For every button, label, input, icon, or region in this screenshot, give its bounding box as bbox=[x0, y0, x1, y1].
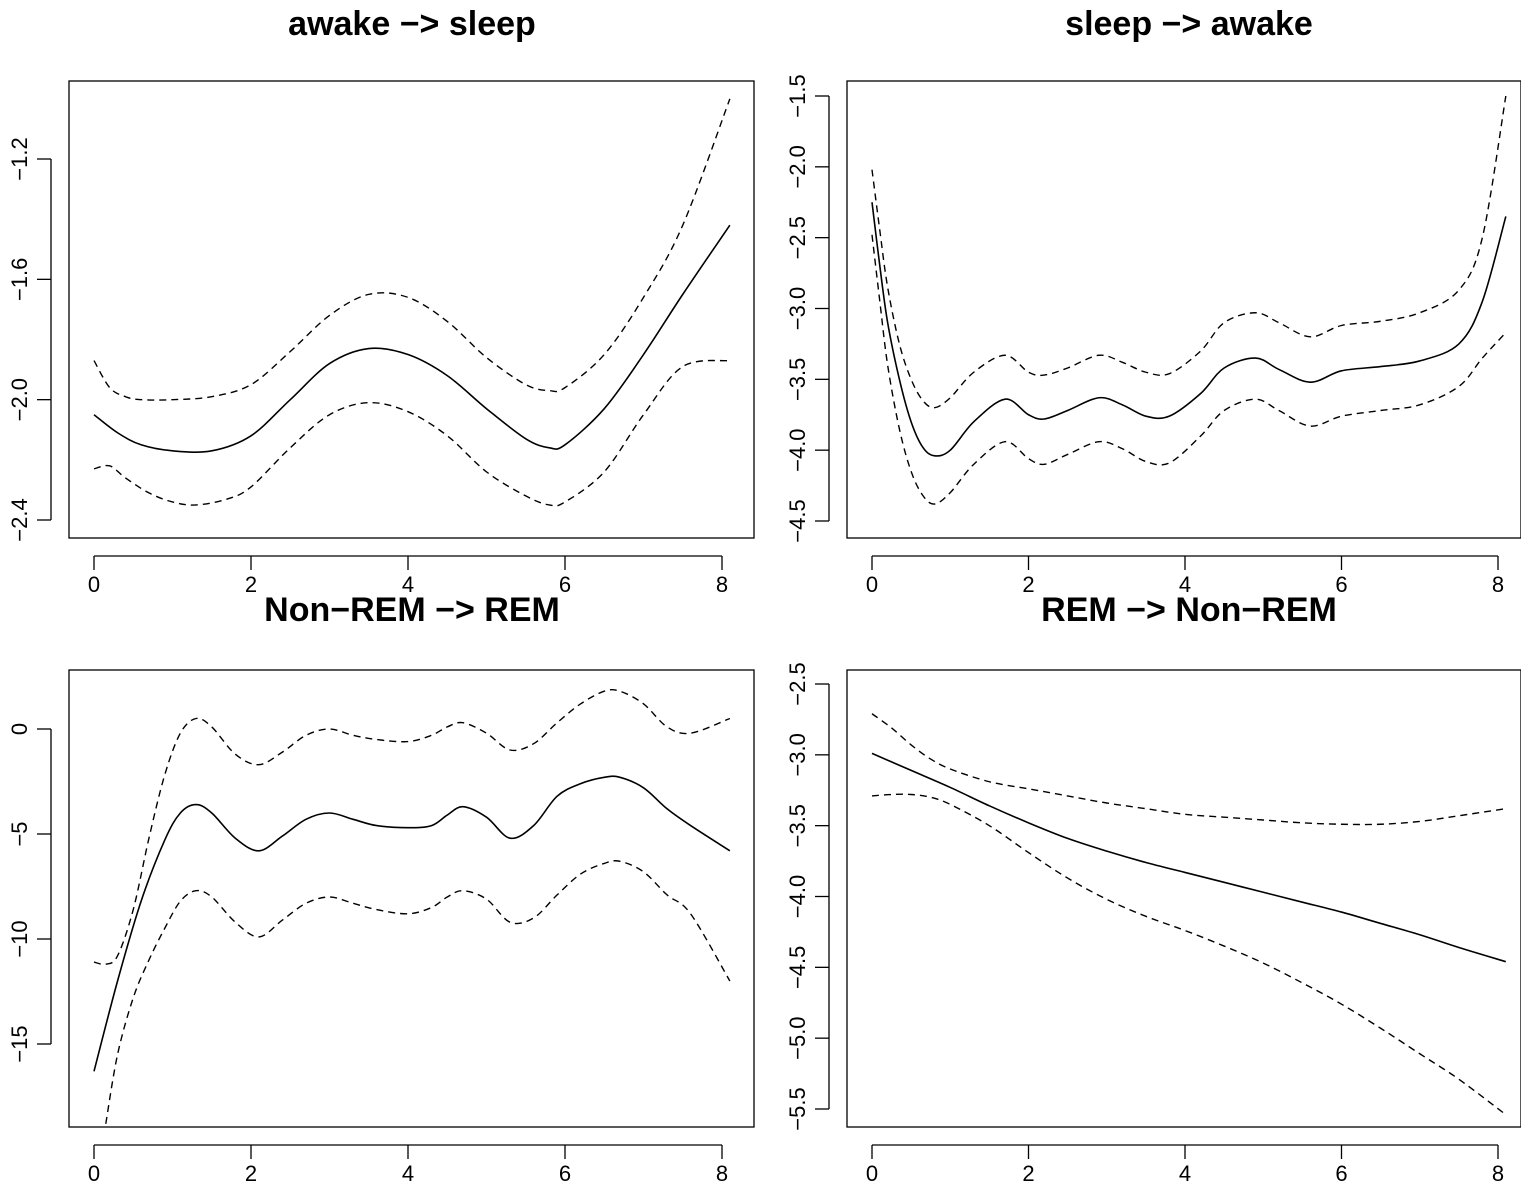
panel-sleep-awake: sleep −> awake 0 2 4 6 8 −4.5 −4.0 −3.5 −3.0 −2.5 −… bbox=[785, 5, 1521, 597]
x-tick-label: 6 bbox=[559, 1161, 571, 1182]
estimate-line bbox=[871, 202, 1507, 457]
lower-band-line bbox=[871, 234, 1507, 505]
y-tick-label: −4.5 bbox=[785, 499, 810, 542]
plot-frame bbox=[68, 669, 755, 1128]
x-tick-label: 4 bbox=[402, 1161, 414, 1182]
upper-band-line bbox=[93, 688, 731, 966]
x-tick-label: 8 bbox=[716, 572, 728, 597]
x-tick-label: 6 bbox=[559, 572, 571, 597]
y-tick-label: −1.6 bbox=[7, 258, 32, 301]
y-tick-label: −5.0 bbox=[785, 1016, 810, 1059]
x-tick-label: 8 bbox=[1492, 572, 1504, 597]
x-tick-label: 4 bbox=[1179, 572, 1191, 597]
x-tick-label: 4 bbox=[402, 572, 414, 597]
y-tick-label: −15 bbox=[7, 1025, 32, 1062]
panel-nonrem-rem: Non−REM −> REM 0 2 4 6 8 −15 −10 −5 0 bbox=[7, 591, 755, 1182]
x-tick-label: 6 bbox=[1335, 572, 1347, 597]
estimate-line bbox=[93, 775, 731, 1072]
panel-awake-sleep: awake −> sleep 0 2 4 6 8 −2.4 −2.0 −1.6 −1.2 bbox=[7, 5, 755, 597]
estimate-line bbox=[93, 224, 731, 453]
x-tick-label: 2 bbox=[245, 572, 257, 597]
x-tick-label: 2 bbox=[1022, 572, 1034, 597]
panel-title: Non−REM −> REM bbox=[264, 591, 560, 629]
upper-band-line bbox=[871, 95, 1507, 409]
y-tick-label: −2.5 bbox=[785, 662, 810, 705]
panel-title: awake −> sleep bbox=[288, 5, 536, 43]
plot-frame bbox=[68, 80, 755, 539]
y-tick-label: −4.0 bbox=[785, 428, 810, 471]
panel-rem-nonrem: REM −> Non−REM 0 2 4 6 8 −5.5 −5.0 −4.5 −4.0 −3.5 −… bbox=[785, 591, 1521, 1182]
x-tick-label: 6 bbox=[1335, 1161, 1347, 1182]
y-tick-label: −2.5 bbox=[785, 216, 810, 259]
y-tick-label: −5 bbox=[7, 821, 32, 846]
x-tick-label: 8 bbox=[1492, 1161, 1504, 1182]
y-tick-label: 0 bbox=[7, 723, 32, 735]
panel-title: sleep −> awake bbox=[1065, 5, 1313, 43]
y-tick-label: −4.5 bbox=[785, 946, 810, 989]
lower-band-line bbox=[93, 359, 730, 507]
y-tick-label: −4.0 bbox=[785, 875, 810, 918]
y-tick-label: −10 bbox=[7, 920, 32, 957]
y-tick-label: −3.5 bbox=[785, 804, 810, 847]
x-tick-label: 0 bbox=[866, 1161, 878, 1182]
y-tick-label: −5.5 bbox=[785, 1087, 810, 1130]
upper-band-line bbox=[871, 713, 1506, 826]
y-tick-label: −2.4 bbox=[7, 498, 32, 541]
lower-band-line bbox=[105, 860, 731, 1124]
x-tick-label: 8 bbox=[716, 1161, 728, 1182]
y-tick-label: −2.0 bbox=[7, 378, 32, 421]
x-tick-label: 0 bbox=[88, 572, 100, 597]
y-tick-label: −2.0 bbox=[785, 145, 810, 188]
y-tick-label: −3.0 bbox=[785, 287, 810, 330]
y-tick-label: −3.0 bbox=[785, 733, 810, 776]
y-tick-label: −3.5 bbox=[785, 358, 810, 401]
x-tick-label: 0 bbox=[866, 572, 878, 597]
upper-band-line bbox=[93, 98, 731, 401]
panel-title: REM −> Non−REM bbox=[1041, 591, 1337, 629]
estimate-line bbox=[871, 752, 1507, 963]
lower-band-line bbox=[871, 793, 1507, 1116]
x-tick-label: 2 bbox=[245, 1161, 257, 1182]
x-tick-label: 2 bbox=[1022, 1161, 1034, 1182]
x-tick-label: 4 bbox=[1179, 1161, 1191, 1182]
x-tick-label: 0 bbox=[88, 1161, 100, 1182]
plot-frame bbox=[846, 669, 1521, 1128]
y-tick-label: −1.2 bbox=[7, 137, 32, 180]
plot-frame bbox=[846, 80, 1521, 539]
y-tick-label: −1.5 bbox=[785, 74, 810, 117]
